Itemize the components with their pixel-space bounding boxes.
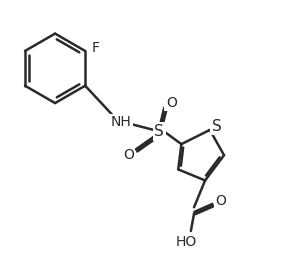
- Text: O: O: [123, 148, 134, 162]
- Text: O: O: [166, 96, 177, 110]
- Text: S: S: [212, 119, 222, 134]
- Text: S: S: [154, 124, 164, 139]
- Text: HO: HO: [176, 235, 197, 249]
- Text: O: O: [216, 194, 226, 208]
- Text: NH: NH: [111, 115, 132, 129]
- Text: F: F: [91, 41, 99, 55]
